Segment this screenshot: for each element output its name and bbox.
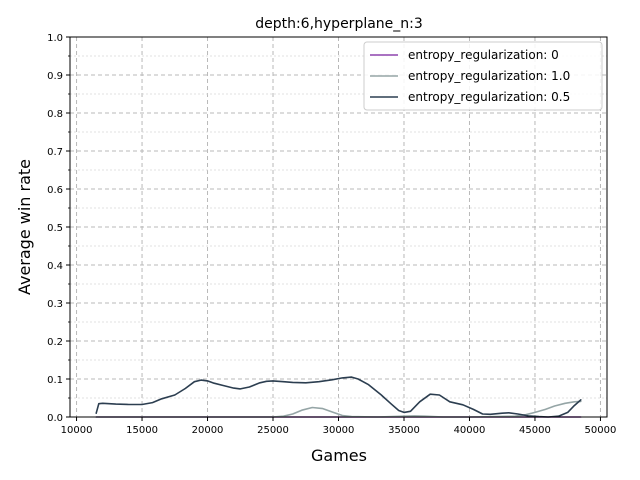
x-tick-label: 40000 — [454, 425, 486, 436]
y-tick-label: 0.0 — [47, 413, 63, 424]
y-tick-label: 0.7 — [47, 147, 63, 158]
axes: 10000 15000 20000 25000 30000 35000 40000 45000… — [47, 33, 616, 436]
legend-label: entropy_regularization: 0 — [408, 48, 559, 62]
y-tick-label: 0.5 — [47, 223, 63, 234]
y-tick-label: 0.2 — [47, 337, 63, 348]
y-tick-label: 1.0 — [47, 33, 63, 44]
y-tick-label: 0.8 — [47, 109, 63, 120]
x-tick-label: 15000 — [126, 425, 158, 436]
series-line-2 — [95, 376, 582, 418]
legend: entropy_regularization: 0 entropy_regular… — [363, 41, 603, 111]
legend-label: entropy_regularization: 0.5 — [408, 90, 570, 104]
legend-box — [363, 41, 603, 111]
x-tick-label: 20000 — [192, 425, 224, 436]
y-tick-label: 0.3 — [47, 299, 63, 310]
y-tick-label: 0.4 — [47, 261, 63, 272]
y-tick-label: 0.1 — [47, 375, 63, 386]
y-tick-label: 0.9 — [47, 71, 63, 82]
x-tick-label: 10000 — [61, 425, 93, 436]
legend-label: entropy_regularization: 1.0 — [408, 69, 570, 83]
x-tick-label: 50000 — [585, 425, 617, 436]
y-tick-label: 0.6 — [47, 185, 63, 196]
y-axis-title: Average win rate — [15, 159, 34, 295]
chart-title: depth:6,hyperplane_n:3 — [255, 16, 423, 32]
x-tick-label: 25000 — [257, 425, 289, 436]
x-tick-label: 30000 — [323, 425, 355, 436]
x-axis-title: Games — [311, 446, 367, 465]
x-tick-label: 35000 — [388, 425, 420, 436]
x-tick-label: 45000 — [519, 425, 551, 436]
